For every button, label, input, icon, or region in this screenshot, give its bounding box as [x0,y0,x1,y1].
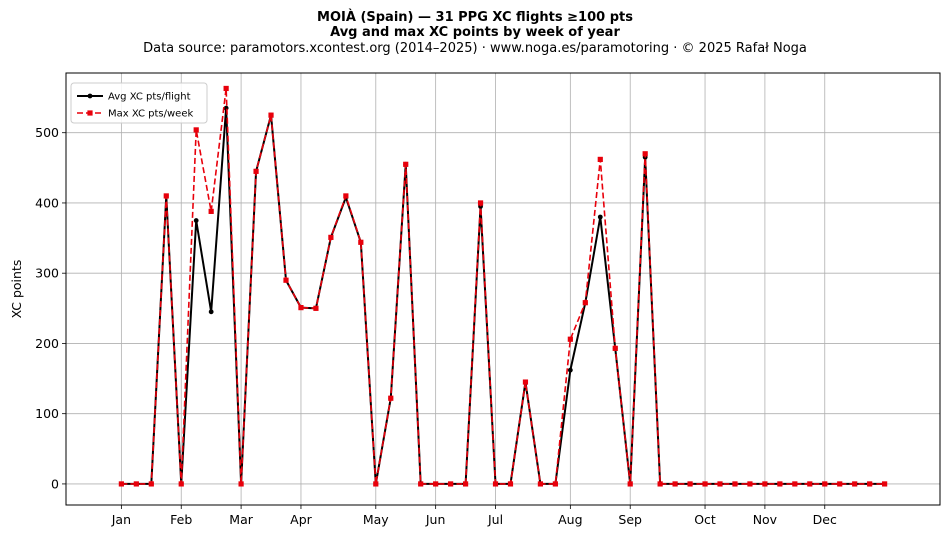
data-point [223,85,229,92]
x-tick-label: Feb [170,512,192,527]
data-point [597,156,603,162]
data-point [522,379,529,385]
data-point [567,336,573,342]
x-tick-label: Aug [558,512,582,527]
data-point [208,309,214,315]
data-point [358,239,364,245]
data-point [537,481,544,487]
series-line [121,107,885,485]
chart-source: Data source: paramotors.xcontest.org (20… [143,41,807,56]
legend-entry: Avg XC pts/flight [77,92,191,103]
data-point [253,168,259,174]
data-point [672,481,678,487]
chart-titles: MOIÀ (Spain) — 31 PPG XC flights ≥100 pt… [0,10,950,58]
data-point [492,481,499,487]
x-tick-label: Dec [813,512,837,527]
y-tick-label: 200 [35,336,59,351]
data-point [403,161,409,167]
data-point [418,481,424,487]
data-point [208,208,214,214]
data-point [133,481,139,487]
x-tick-label: Mar [229,512,253,527]
x-tick-label: May [363,512,389,527]
y-tick-label: 0 [51,476,59,491]
data-point [193,218,199,223]
data-point [313,305,319,311]
data-point [283,277,289,283]
data-point [747,481,753,487]
data-point [148,481,154,487]
data-point [388,395,394,401]
data-point [597,214,603,220]
data-point [462,481,469,487]
data-point [343,193,349,199]
y-tick-label: 100 [35,406,59,421]
data-point [792,481,798,487]
data-point [627,481,633,487]
chart-title: MOIÀ (Spain) — 31 PPG XC flights ≥100 pt… [317,10,633,25]
x-tick-label: Sep [618,512,642,527]
data-point [687,481,693,487]
y-tick-label: 500 [35,125,59,140]
data-point [582,300,588,306]
data-point [657,481,663,487]
data-point [882,481,888,487]
data-point [163,193,169,199]
data-point [717,481,723,487]
legend-label: Avg XC pts/flight [108,92,191,103]
x-tick-label: Jan [111,512,131,527]
legend-swatch-marker [87,110,93,116]
series-layer [118,85,888,487]
data-point [642,151,648,157]
data-point [612,345,618,351]
x-tick-label: Jul [487,512,503,527]
data-point [762,481,768,487]
y-axis: 0 100 200 300 400 500 [35,125,66,491]
data-point [433,481,439,487]
data-point [298,305,304,311]
chart-subtitle: Avg and max XC points by week of year [330,25,620,40]
data-point [193,127,199,133]
data-point [477,200,484,206]
data-point [373,481,379,487]
legend-box [70,82,208,124]
data-point [268,112,274,118]
data-point [118,481,124,487]
y-tick-label: 300 [35,266,59,281]
series-max [118,85,888,487]
plot-frame [65,72,941,506]
data-point [732,481,738,487]
data-point [552,481,558,487]
legend: Avg XC pts/flight Max XC pts/week [70,82,208,124]
legend-swatch-marker [87,93,93,99]
data-point [238,481,244,487]
x-tick-label: Apr [290,512,312,527]
x-axis: Jan Feb Mar Apr May Jun Jul Aug Sep Oct Nov Dec [111,505,837,527]
y-axis-label: XC points [9,260,24,319]
data-point [507,481,514,487]
data-point [448,481,454,487]
data-point [837,481,843,487]
data-point [807,481,813,487]
x-tick-label: Nov [753,512,778,527]
data-point [867,481,873,487]
data-point [852,481,858,487]
series-avg [118,105,888,487]
legend-label: Max XC pts/week [108,109,193,120]
data-point [328,234,334,240]
data-point [702,481,708,487]
y-tick-label: 400 [35,195,59,210]
series-line [121,87,885,485]
data-point [178,481,184,487]
x-tick-label: Oct [694,512,716,527]
data-point [822,481,828,487]
data-point [567,367,573,373]
x-tick-label: Jun [425,512,446,527]
data-point [777,481,783,487]
legend-entry: Max XC pts/week [77,109,193,120]
